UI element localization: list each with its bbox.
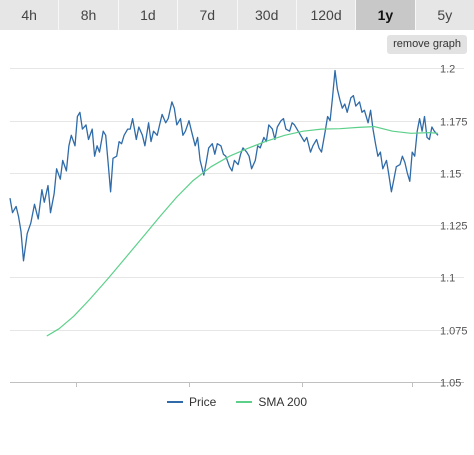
x-axis-ticks: [76, 382, 413, 387]
tab-120d[interactable]: 120d: [296, 0, 357, 30]
price-line: [9, 69, 439, 262]
remove-graph-button[interactable]: remove graph: [387, 35, 467, 54]
legend-swatch-price: [166, 401, 183, 403]
legend-item-price[interactable]: Price: [166, 395, 217, 409]
chart-grid: [10, 68, 464, 383]
tab-1d[interactable]: 1d: [118, 0, 179, 30]
y-axis-labels: 1.05 1.075 1.1 1.125 1.15 1.175 1.2: [440, 64, 468, 390]
y-tick-label: 1.2: [440, 64, 455, 76]
y-tick-label: 1.1: [440, 273, 455, 285]
tab-7d[interactable]: 7d: [178, 0, 238, 30]
legend-label-price: Price: [188, 395, 217, 409]
sma-200-line: [46, 125, 439, 337]
tab-8h[interactable]: 8h: [59, 0, 119, 30]
y-tick-label: 1.075: [440, 326, 468, 338]
legend-label-sma-200: SMA 200: [258, 395, 308, 409]
tab-5y[interactable]: 5y: [415, 0, 474, 30]
tab-4h[interactable]: 4h: [0, 0, 60, 30]
tab-30d[interactable]: 30d: [237, 0, 297, 30]
tab-1y[interactable]: 1y: [356, 0, 416, 30]
y-tick-label: 1.05: [440, 378, 461, 390]
y-tick-label: 1.175: [440, 117, 468, 129]
chart-legend: Price SMA 200: [0, 393, 474, 411]
legend-swatch-sma-200: [236, 401, 253, 403]
y-tick-label: 1.125: [440, 221, 468, 233]
chart-series: [9, 69, 439, 337]
y-tick-label: 1.15: [440, 169, 461, 181]
legend-item-sma-200[interactable]: SMA 200: [236, 395, 307, 409]
timeframe-tabs: 4h 8h 1d 7d 30d 120d 1y 5y: [0, 0, 474, 30]
